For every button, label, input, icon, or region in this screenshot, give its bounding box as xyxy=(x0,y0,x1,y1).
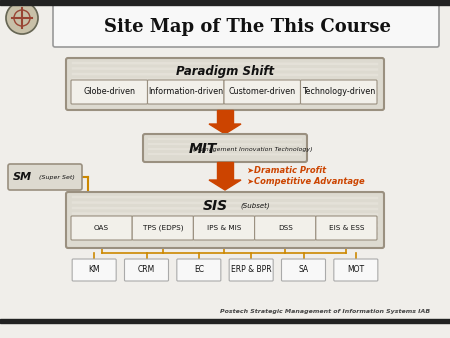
Text: ➤Competitive Advantage: ➤Competitive Advantage xyxy=(247,177,364,187)
FancyBboxPatch shape xyxy=(177,259,221,281)
Text: (Super Set): (Super Set) xyxy=(37,174,75,179)
Text: Site Map of The This Course: Site Map of The This Course xyxy=(104,18,392,36)
Text: IPS & MIS: IPS & MIS xyxy=(207,225,241,231)
Text: TPS (EDPS): TPS (EDPS) xyxy=(143,225,183,231)
Text: EC: EC xyxy=(194,266,204,274)
Polygon shape xyxy=(209,180,241,190)
Circle shape xyxy=(6,2,38,34)
FancyBboxPatch shape xyxy=(66,58,384,110)
FancyBboxPatch shape xyxy=(66,192,384,248)
Polygon shape xyxy=(209,124,241,134)
FancyBboxPatch shape xyxy=(148,80,224,104)
Bar xyxy=(217,110,233,124)
Text: Paradigm Shift: Paradigm Shift xyxy=(176,66,274,78)
FancyBboxPatch shape xyxy=(53,3,439,47)
FancyBboxPatch shape xyxy=(301,80,377,104)
FancyBboxPatch shape xyxy=(255,216,316,240)
Text: OAS: OAS xyxy=(94,225,109,231)
FancyBboxPatch shape xyxy=(71,216,132,240)
Text: DSS: DSS xyxy=(278,225,292,231)
FancyBboxPatch shape xyxy=(8,164,82,190)
Bar xyxy=(217,162,233,180)
FancyBboxPatch shape xyxy=(72,259,116,281)
Text: (Management Innovation Technology): (Management Innovation Technology) xyxy=(193,146,313,151)
Text: MOT: MOT xyxy=(347,266,365,274)
Text: SA: SA xyxy=(298,266,309,274)
FancyBboxPatch shape xyxy=(71,80,148,104)
Text: MIT: MIT xyxy=(189,142,217,156)
Text: SIS: SIS xyxy=(202,199,228,213)
Bar xyxy=(0,319,450,323)
FancyBboxPatch shape xyxy=(194,216,255,240)
Text: ➤Dramatic Profit: ➤Dramatic Profit xyxy=(247,166,326,174)
FancyBboxPatch shape xyxy=(229,259,273,281)
FancyBboxPatch shape xyxy=(282,259,325,281)
FancyBboxPatch shape xyxy=(143,134,307,162)
Text: Postech Strategic Management of Information Systems IAB: Postech Strategic Management of Informat… xyxy=(220,310,430,314)
Text: ERP & BPR: ERP & BPR xyxy=(231,266,271,274)
Text: Customer-driven: Customer-driven xyxy=(229,88,296,97)
Text: Technology-driven: Technology-driven xyxy=(302,88,375,97)
Text: EIS & ESS: EIS & ESS xyxy=(328,225,364,231)
FancyBboxPatch shape xyxy=(316,216,377,240)
FancyBboxPatch shape xyxy=(125,259,168,281)
FancyBboxPatch shape xyxy=(224,80,301,104)
Text: KM: KM xyxy=(88,266,100,274)
FancyBboxPatch shape xyxy=(132,216,194,240)
Bar xyxy=(0,0,450,5)
Text: CRM: CRM xyxy=(138,266,155,274)
Text: Globe-driven: Globe-driven xyxy=(83,88,135,97)
Text: SM: SM xyxy=(13,172,32,182)
FancyBboxPatch shape xyxy=(334,259,378,281)
Text: (Subset): (Subset) xyxy=(240,203,270,209)
Text: Information-driven: Information-driven xyxy=(148,88,223,97)
